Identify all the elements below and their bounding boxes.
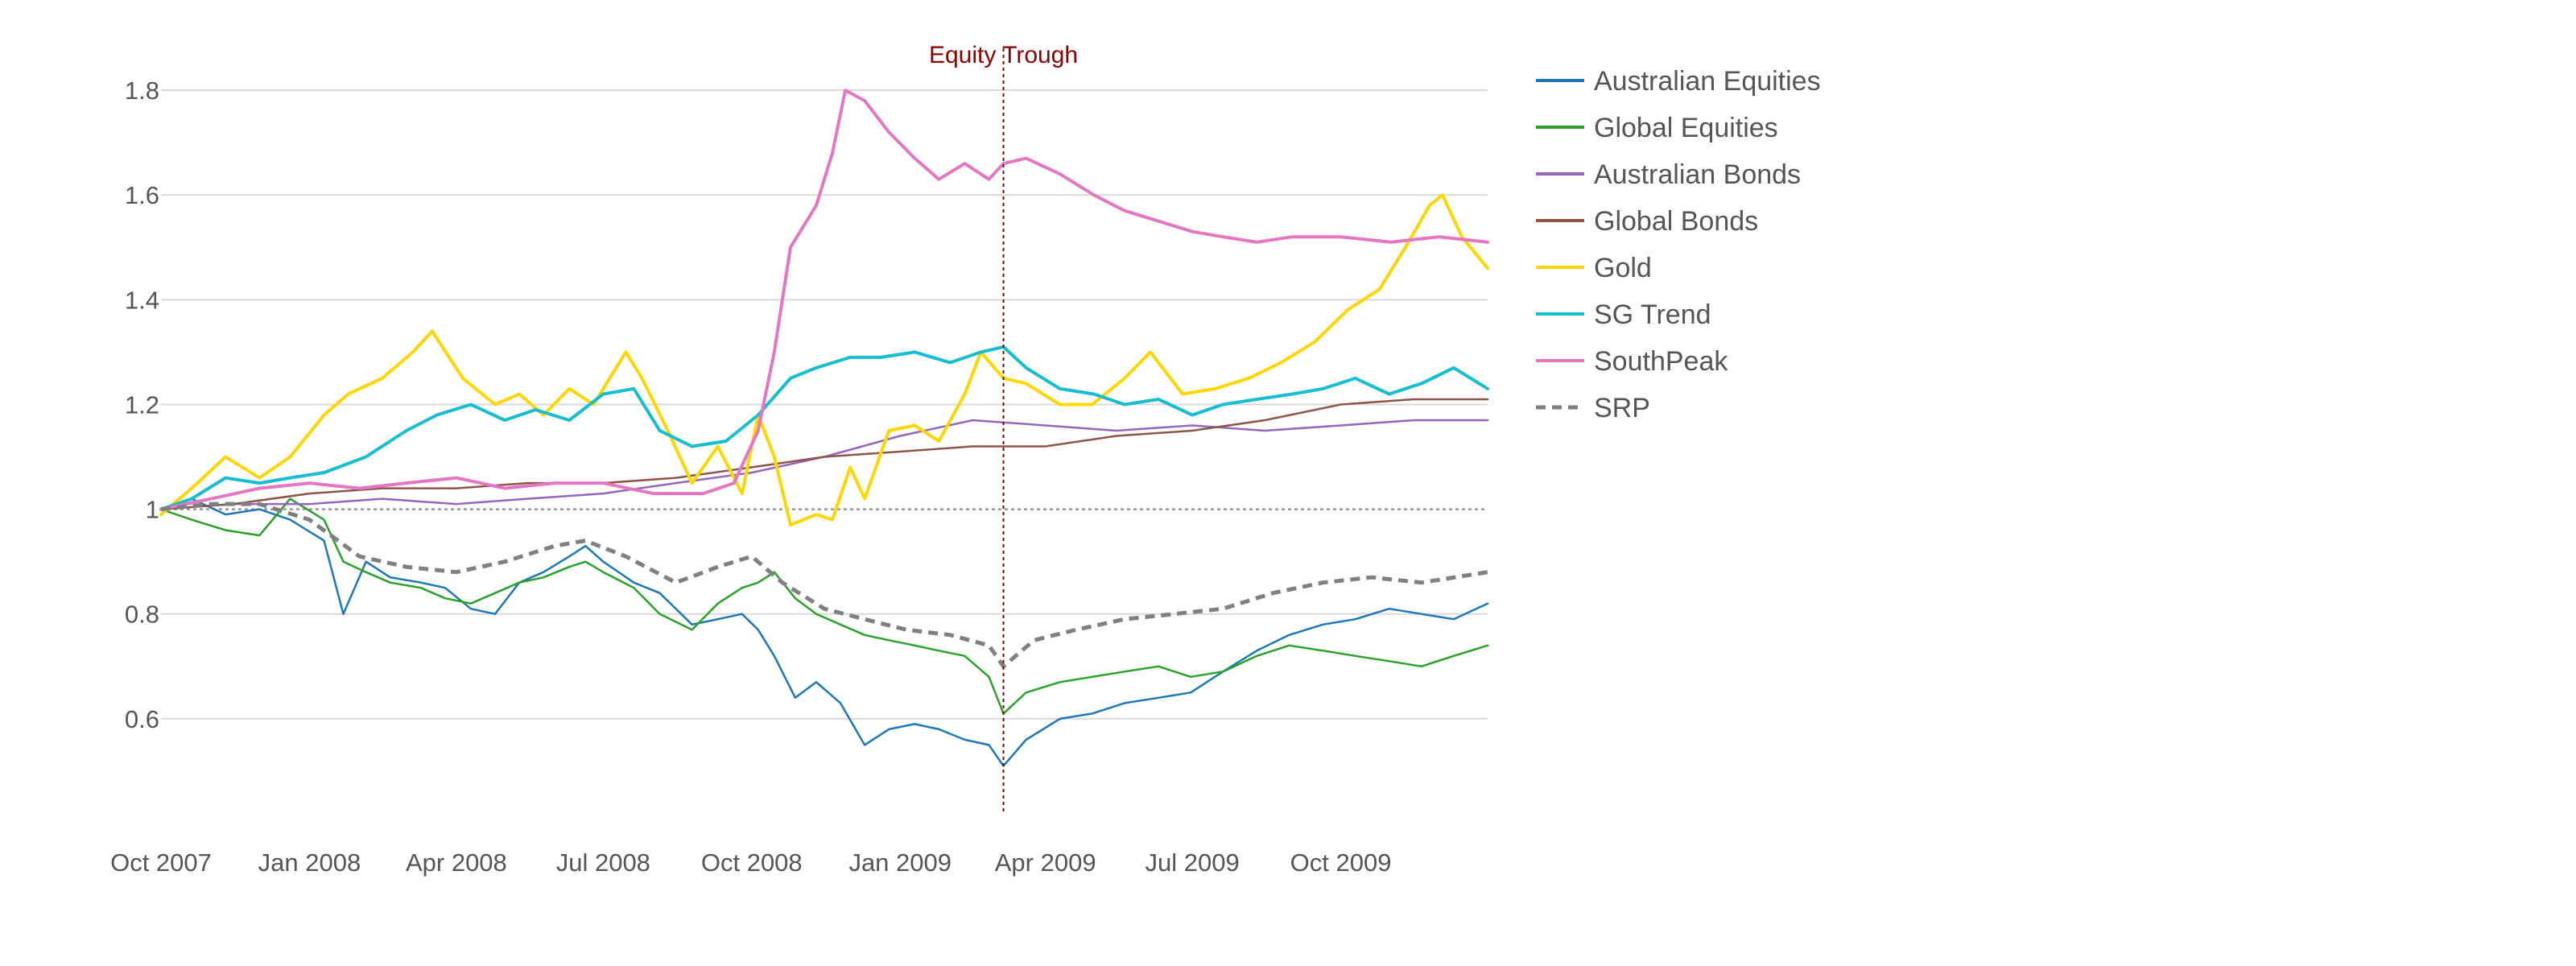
legend-item-label: SG Trend xyxy=(1594,299,1711,330)
grid-layer xyxy=(161,89,1488,720)
x-tick-label: Apr 2009 xyxy=(995,848,1096,877)
x-tick-label: Jan 2008 xyxy=(258,848,361,877)
series-layer xyxy=(159,89,1489,767)
legend-item-label: Australian Bonds xyxy=(1594,159,1801,190)
x-tick-label: Apr 2008 xyxy=(406,848,507,877)
legend-item-label: Global Equities xyxy=(1594,113,1778,143)
series-line-global-equities xyxy=(159,497,1489,715)
series-line-srp xyxy=(160,502,1488,669)
y-tick-label: 1.4 xyxy=(125,286,159,314)
y-tick-label: 1 xyxy=(146,496,159,524)
x-tick-label: Jul 2008 xyxy=(556,848,650,877)
legend: Australian Equities Global Equities Austra… xyxy=(1536,66,1821,423)
series-line-sg-trend xyxy=(159,345,1489,511)
legend-item-label: Global Bonds xyxy=(1594,206,1758,237)
axis-layer: 0.6 0.8 1 1.2 1.4 1.6 1.8 Oct 2007 Jan 2008 Apr 2… xyxy=(110,76,1391,877)
legend-item-label: Australian Equities xyxy=(1594,66,1821,97)
series-line-global-bonds xyxy=(159,398,1489,510)
x-tick-label: Jan 2009 xyxy=(848,848,952,877)
legend-item-label: SouthPeak xyxy=(1594,346,1728,377)
legend-item-label: Gold xyxy=(1594,253,1652,283)
y-tick-label: 1.6 xyxy=(125,181,159,209)
y-tick-label: 0.6 xyxy=(125,705,159,733)
legend-item-label: SRP xyxy=(1594,393,1650,423)
annotation-label: Equity Trough xyxy=(929,42,1078,68)
annotation-layer: Equity Trough xyxy=(929,42,1078,813)
series-line-australian-equities xyxy=(159,497,1489,767)
x-tick-label: Oct 2007 xyxy=(110,848,212,877)
y-tick-label: 1.8 xyxy=(125,76,159,105)
x-tick-label: Jul 2009 xyxy=(1146,848,1240,877)
series-line-australian-bonds xyxy=(159,419,1489,510)
x-tick-label: Oct 2009 xyxy=(1290,848,1392,877)
y-tick-label: 1.2 xyxy=(125,390,159,419)
x-tick-label: Oct 2008 xyxy=(701,848,803,877)
series-line-southpeak xyxy=(159,89,1489,511)
series-line-gold xyxy=(159,193,1489,527)
y-tick-label: 0.8 xyxy=(125,601,159,629)
